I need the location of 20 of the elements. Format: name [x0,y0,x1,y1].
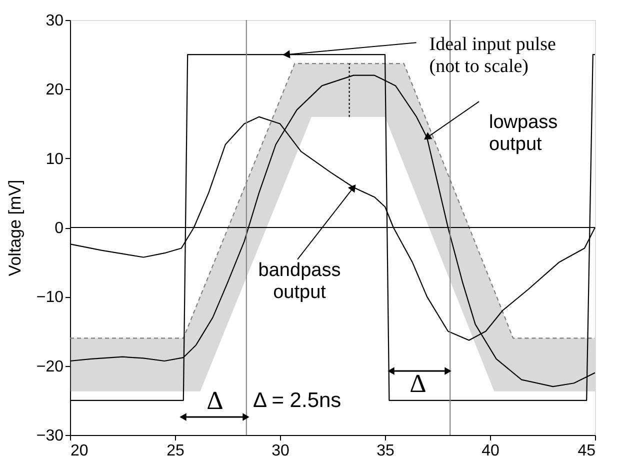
y-axis-title: Voltage [mV] [5,180,24,276]
y-tick-label: 0 [54,220,64,237]
x-tick-label: 25 [166,442,184,460]
y-tick-label: −20 [36,358,64,376]
y-tick-label: 30 [46,12,64,30]
y-tick-label: 10 [46,150,64,168]
y-tick-label: −10 [36,289,64,306]
y-tick-label: −30 [36,428,64,444]
annotation: Ideal input pulse (not to scale) [429,34,556,77]
x-tick-label: 35 [376,442,394,460]
annotation: Δ = 2.5ns [253,389,342,412]
annotation: Δ [410,369,426,398]
y-tick-label: 20 [46,82,64,99]
x-tick-label: 45 [578,442,596,460]
x-tick-label: 40 [482,442,500,460]
annotation: lowpass output [489,112,558,155]
x-tick-label: 30 [272,442,290,460]
x-tick-label: 20 [70,442,88,460]
annotation: bandpass output [258,260,341,303]
annotation: Δ [206,386,224,415]
